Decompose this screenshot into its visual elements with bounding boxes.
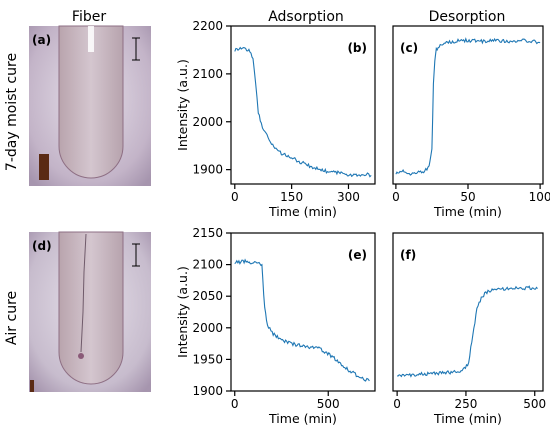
fiber-image: [58, 25, 124, 179]
y-tick-label: 2000: [192, 321, 223, 335]
photo-label: (a): [32, 33, 51, 47]
x-axis-label: Time (min): [433, 204, 502, 219]
panel-label: (e): [348, 248, 367, 262]
y-tick-label: 2050: [192, 289, 223, 303]
x-tick-label: 0: [231, 397, 239, 411]
fiber-photos: (a) (d): [29, 25, 151, 392]
color-marker: [30, 380, 34, 392]
axes-frame: [392, 232, 544, 392]
chart-3: 0 500 1900 1950 2000 2050 2100 2150 Time (min) In…: [175, 226, 376, 426]
x-tick-label: 100: [529, 190, 550, 204]
chart-4: 0 250 500 Time (min) (f): [392, 232, 546, 426]
axes-frame: [230, 25, 376, 185]
y-tick-label: 2150: [192, 226, 223, 240]
fiber-spot: [78, 353, 84, 359]
row-label-top: 7-day moist cure: [4, 53, 20, 171]
x-tick-label: 50: [460, 190, 475, 204]
fiber-highlight: [88, 26, 94, 52]
charts: 0 150 300 1900 2000 2100 2200 Time (min) Intensi…: [175, 19, 550, 426]
x-axis-label: Time (min): [268, 411, 337, 426]
x-tick-label: 150: [280, 190, 303, 204]
fiber-image: [58, 231, 124, 385]
y-tick-label: 1950: [192, 352, 223, 366]
y-tick-label: 2200: [192, 19, 223, 33]
series-line: [395, 37, 541, 176]
y-tick-label: 2100: [192, 258, 223, 272]
chart-1: 0 150 300 1900 2000 2100 2200 Time (min) Intensi…: [175, 19, 376, 219]
series-line: [234, 46, 372, 178]
y-tick-label: 2000: [192, 115, 223, 129]
x-tick-label: 0: [393, 397, 401, 411]
y-axis-label: Intensity (a.u.): [175, 266, 190, 358]
y-tick-label: 1900: [192, 384, 223, 398]
header-desorption: Desorption: [429, 9, 506, 25]
x-tick-label: 500: [523, 397, 546, 411]
chart-2: 0 50 100 Time (min) (c): [392, 25, 550, 219]
x-tick-label: 500: [317, 397, 340, 411]
header-fiber: Fiber: [72, 9, 106, 25]
photo-label: (d): [32, 239, 52, 253]
fiber-crack: [80, 233, 87, 353]
panel-label: (b): [347, 41, 367, 55]
x-tick-label: 300: [337, 190, 360, 204]
x-axis-label: Time (min): [268, 204, 337, 219]
y-axis-label: Intensity (a.u.): [175, 59, 190, 151]
axes-frame: [230, 232, 376, 392]
x-tick-label: 0: [392, 190, 400, 204]
y-tick-label: 1900: [192, 163, 223, 177]
x-tick-label: 250: [454, 397, 477, 411]
series-line: [397, 285, 538, 378]
series-line: [234, 258, 370, 382]
panel-label: (c): [400, 41, 418, 55]
color-marker: [39, 154, 49, 180]
x-axis-label: Time (min): [433, 411, 502, 426]
header-adsorption: Adsorption: [268, 9, 344, 25]
y-tick-label: 2100: [192, 67, 223, 81]
panel-label: (f): [400, 248, 416, 262]
row-label-bottom: Air cure: [4, 291, 20, 345]
x-tick-label: 0: [231, 190, 239, 204]
